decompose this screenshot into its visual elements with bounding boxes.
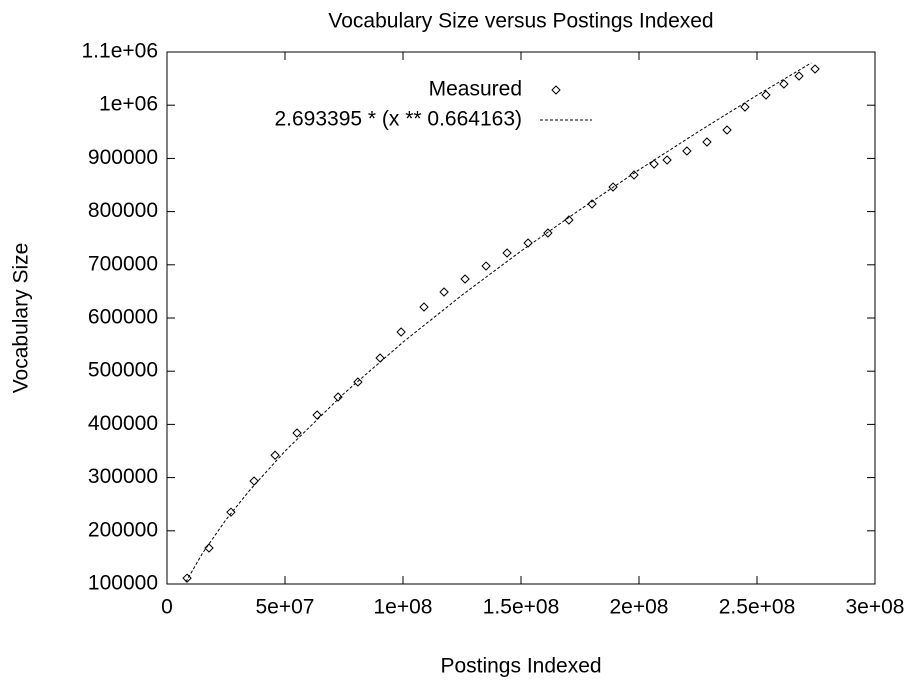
x-tick-label: 2e+08 [610, 596, 669, 619]
point [439, 287, 449, 297]
legend-label: 2.693395 * (x ** 0.664163) [274, 108, 522, 131]
x-tick-label: 2.5e+08 [719, 596, 796, 619]
point [502, 248, 512, 258]
y-tick-label: 1e+06 [99, 93, 158, 116]
plot-frame [166, 51, 876, 585]
point [543, 228, 553, 238]
point [794, 71, 804, 81]
point [419, 302, 429, 312]
x-axis-label: Postings Indexed [440, 655, 601, 678]
x-tick-label: 0 [161, 596, 173, 619]
y-tick-label: 900000 [88, 146, 158, 169]
x-tick-label: 3e+08 [846, 596, 905, 619]
point [292, 428, 302, 438]
y-tick-label: 800000 [88, 199, 158, 222]
point [375, 353, 385, 363]
point [810, 64, 820, 74]
chart-title: Vocabulary Size versus Postings Indexed [328, 10, 713, 33]
point [608, 182, 618, 192]
point [779, 79, 789, 89]
y-tick-label: 600000 [88, 306, 158, 329]
point [740, 102, 750, 112]
point [587, 199, 597, 209]
legend-marker [551, 85, 561, 95]
y-axis-label: Vocabulary Size [10, 243, 33, 394]
x-tick-label: 5e+07 [256, 596, 315, 619]
point [396, 327, 406, 337]
point [662, 155, 672, 165]
point [682, 146, 692, 156]
point [333, 392, 343, 402]
point [353, 377, 363, 387]
point [702, 137, 712, 147]
point [481, 261, 491, 271]
point [270, 450, 280, 460]
point [722, 125, 732, 135]
x-tick-label: 1e+08 [374, 596, 433, 619]
y-tick-label: 1.1e+06 [82, 40, 159, 63]
y-tick-label: 300000 [88, 465, 158, 488]
y-tick-label: 700000 [88, 252, 158, 275]
point [204, 543, 214, 553]
fit-line [185, 62, 812, 583]
y-tick-label: 500000 [88, 359, 158, 382]
point [523, 238, 533, 248]
point [649, 159, 659, 169]
x-tick-label: 1.5e+08 [483, 596, 560, 619]
point [564, 215, 574, 225]
point [629, 170, 639, 180]
point [460, 274, 470, 284]
y-tick-label: 400000 [88, 412, 158, 435]
y-tick-label: 200000 [88, 518, 158, 541]
point [761, 90, 771, 100]
legend-label: Measured [429, 78, 522, 101]
point [312, 410, 322, 420]
point [182, 573, 192, 583]
y-tick-label: 100000 [88, 572, 158, 595]
point [249, 476, 259, 486]
